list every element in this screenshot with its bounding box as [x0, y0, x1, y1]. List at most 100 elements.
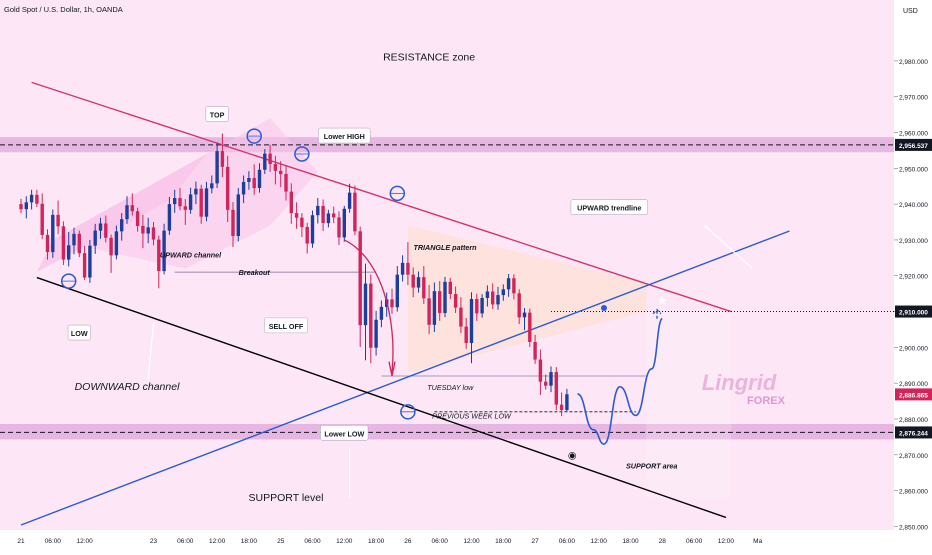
candle [390, 288, 394, 315]
candle [554, 367, 558, 411]
price-tick-label: 2,980.000 [899, 59, 928, 66]
candle-body [337, 217, 341, 238]
candle [24, 196, 28, 219]
candle-body [480, 297, 484, 314]
annotation-upward-trendline: UPWARD trendline [577, 204, 641, 213]
candle-body [226, 166, 230, 210]
candle [141, 214, 145, 249]
candles-layer [19, 133, 569, 417]
candle [35, 189, 39, 207]
candle-body [82, 253, 87, 278]
price-tick-label: 2,890.000 [899, 381, 928, 388]
price-tag-label: 2,886.865 [899, 392, 928, 399]
candle-body [61, 226, 66, 260]
annotation-resistance-zone: RESISTANCE zone [383, 51, 475, 63]
price-axis-background [894, 0, 932, 550]
candle [549, 366, 553, 393]
candle [204, 181, 209, 222]
candle-body [241, 181, 246, 195]
candle [226, 155, 230, 223]
candle-body [289, 191, 293, 214]
candle [135, 207, 140, 232]
candle-body [294, 213, 299, 218]
candle [130, 193, 134, 216]
candle-body [141, 225, 145, 234]
candle-body [469, 299, 474, 344]
price-tick-label: 2,850.000 [899, 524, 928, 531]
annotation-top: TOP [210, 111, 225, 120]
candle-body [114, 231, 119, 256]
candle-body [453, 294, 458, 308]
upward-trendline-pointer [704, 225, 753, 270]
annotation-support-area: SUPPORT area [626, 462, 677, 471]
price-tick-label: 2,960.000 [899, 131, 928, 138]
candle-body [305, 227, 309, 244]
candle [565, 388, 569, 412]
downward-channel-pointer [147, 322, 155, 380]
annotation-lower-low-box [320, 425, 369, 441]
candle-body [188, 194, 193, 210]
candle [231, 201, 235, 248]
candle [491, 283, 495, 310]
candle-body [363, 283, 368, 326]
trendline-touch-dot [601, 304, 607, 311]
candle [522, 307, 527, 331]
candle-body [353, 192, 357, 232]
candle-body [496, 295, 500, 305]
time-tick-label: 12:00 [336, 538, 353, 545]
candle-body [130, 205, 134, 212]
candle-body [204, 188, 209, 217]
candle [559, 392, 564, 417]
candle-body [438, 291, 442, 313]
candle [485, 285, 490, 307]
candle-body [432, 291, 437, 325]
candle [72, 227, 76, 255]
price-tag-label: 2,910.000 [899, 310, 928, 317]
candle-body [369, 283, 373, 348]
time-tick-label: 18:00 [368, 538, 385, 545]
resistance-zone [0, 137, 894, 153]
candle [77, 230, 81, 258]
candle [88, 239, 92, 283]
candle-body [316, 205, 320, 216]
currency-label: USD [903, 8, 918, 15]
candle-body [400, 262, 405, 275]
candle [125, 196, 129, 224]
candle [432, 282, 437, 332]
candle [146, 217, 150, 244]
projection-layer [344, 239, 664, 445]
candle [188, 187, 193, 214]
candle-body [194, 188, 198, 195]
downward-channel [36, 276, 727, 519]
candle [210, 175, 214, 194]
candle [236, 188, 240, 242]
price-tag-label: 2,876.244 [899, 430, 928, 437]
candle-body [528, 312, 532, 342]
candle-body [268, 153, 272, 165]
candle [464, 318, 468, 349]
candle-body [300, 217, 304, 228]
candle [162, 223, 166, 275]
annotation-upward-channel: UPWARD channel [160, 250, 222, 259]
candle-body [321, 205, 325, 224]
upward-channel-box [52, 118, 318, 269]
candle-body [559, 404, 564, 411]
candle-body [236, 194, 240, 236]
time-tick-label: 12:00 [591, 538, 608, 545]
candle-body [416, 277, 421, 288]
price-tag [895, 305, 932, 318]
candle-body [485, 291, 490, 298]
candle-body [178, 198, 182, 207]
candle [300, 213, 304, 238]
candle-body [390, 299, 394, 308]
annotation-top-box [205, 106, 229, 122]
candle [294, 202, 299, 229]
candle-body [273, 164, 278, 171]
candle-body [533, 341, 537, 360]
candle [453, 286, 458, 313]
candle [93, 223, 97, 254]
candle [167, 196, 172, 235]
candle-body [67, 245, 71, 260]
